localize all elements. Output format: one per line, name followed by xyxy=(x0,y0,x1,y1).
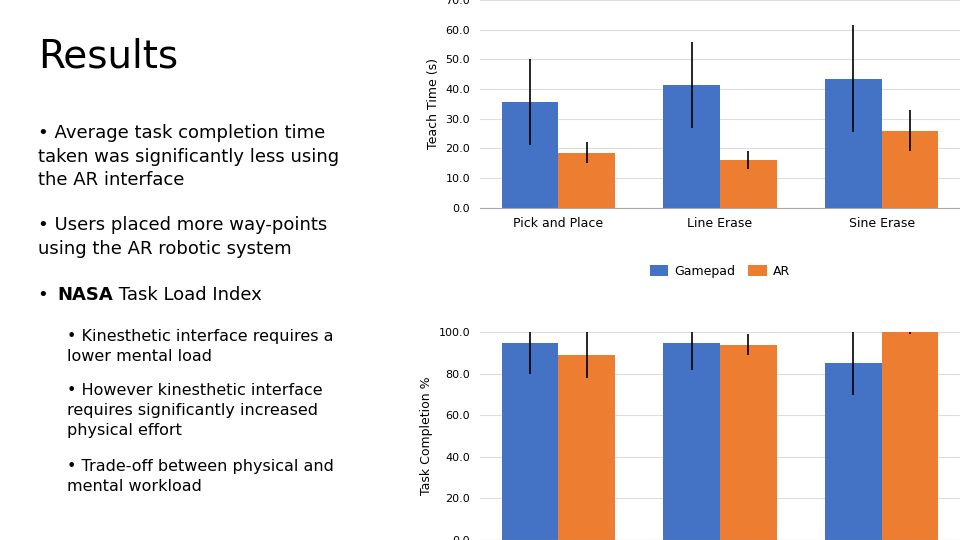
Text: • However kinesthetic interface
requires significantly increased
physical effort: • However kinesthetic interface requires… xyxy=(67,383,323,438)
Bar xyxy=(825,79,881,208)
Bar xyxy=(825,363,881,540)
Text: Results: Results xyxy=(38,38,179,76)
Bar xyxy=(720,160,777,208)
Bar xyxy=(881,131,938,208)
Text: NASA: NASA xyxy=(58,286,113,304)
Text: Task Load Index: Task Load Index xyxy=(113,286,261,304)
Bar xyxy=(720,345,777,540)
Bar xyxy=(663,85,720,208)
Text: • Users placed more way-points
using the AR robotic system: • Users placed more way-points using the… xyxy=(38,216,327,258)
Bar xyxy=(559,355,615,540)
Y-axis label: Task Completion %: Task Completion % xyxy=(420,377,433,496)
Bar xyxy=(559,153,615,208)
Text: •: • xyxy=(38,286,55,304)
Text: • Kinesthetic interface requires a
lower mental load: • Kinesthetic interface requires a lower… xyxy=(67,329,334,364)
Bar xyxy=(881,332,938,540)
Bar xyxy=(502,343,559,540)
Text: • Trade-off between physical and
mental workload: • Trade-off between physical and mental … xyxy=(67,459,334,494)
Legend: Gamepad, AR: Gamepad, AR xyxy=(644,260,796,282)
Bar xyxy=(502,103,559,208)
Y-axis label: Teach Time (s): Teach Time (s) xyxy=(427,58,440,150)
Bar xyxy=(663,343,720,540)
Text: • Average task completion time
taken was significantly less using
the AR interfa: • Average task completion time taken was… xyxy=(38,124,340,190)
